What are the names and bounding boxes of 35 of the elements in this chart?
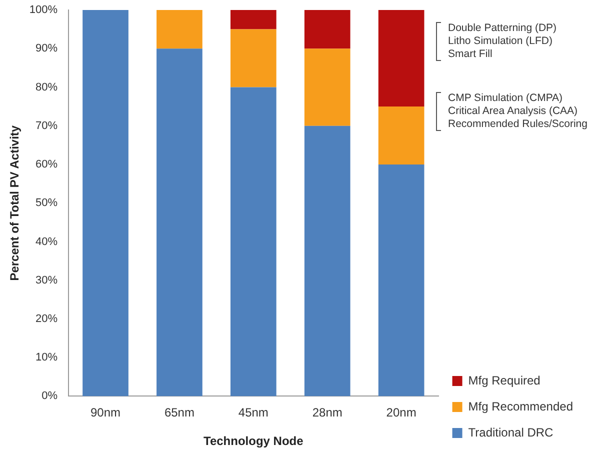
- bar: [378, 10, 424, 107]
- y-tick-label: 30%: [36, 274, 58, 286]
- x-tick-label: 65nm: [164, 406, 194, 420]
- text: Double Patterning (DP) Litho Simulation (LFD) Smart Fill: [447, 22, 557, 61]
- text: CMP Simulation (CMPA) Critical Area Analysis (CAA) Recommended Rules/Scoring: [447, 92, 588, 131]
- bar: [378, 164, 424, 396]
- legend-label: Traditional DRC: [468, 425, 554, 440]
- y-axis-title: Percent of Total PV Activity: [8, 125, 22, 281]
- y-tick-label: 40%: [36, 236, 58, 248]
- x-tick-label: 45nm: [238, 406, 268, 420]
- bar: [378, 106, 424, 164]
- legend-label: Mfg Recommended: [468, 399, 574, 414]
- y-tick-label: 10%: [36, 352, 58, 364]
- legend-label: Mfg Required: [468, 373, 540, 388]
- x-axis-title: Technology Node: [204, 434, 304, 448]
- y-tick-label: 20%: [36, 312, 58, 325]
- x-tick-label: 28nm: [312, 406, 342, 420]
- y-tick-label: 100%: [29, 4, 58, 16]
- bar: [304, 48, 350, 126]
- bar: [156, 48, 202, 396]
- bar: [230, 29, 276, 88]
- bar: [156, 10, 202, 49]
- y-tick-label: 50%: [36, 197, 58, 210]
- y-tick-label: 0%: [42, 390, 58, 402]
- y-tick-label: 70%: [36, 120, 58, 132]
- bar: [304, 126, 350, 396]
- y-tick-label: 60%: [36, 158, 58, 171]
- bar: [230, 10, 276, 30]
- bar: [230, 87, 276, 396]
- y-tick-label: 80%: [36, 81, 58, 94]
- bar: [304, 10, 350, 49]
- x-tick-label: 90nm: [90, 406, 121, 420]
- x-tick-label: 20nm: [386, 406, 416, 420]
- y-tick-label: 90%: [36, 42, 58, 55]
- bar: [82, 10, 128, 396]
